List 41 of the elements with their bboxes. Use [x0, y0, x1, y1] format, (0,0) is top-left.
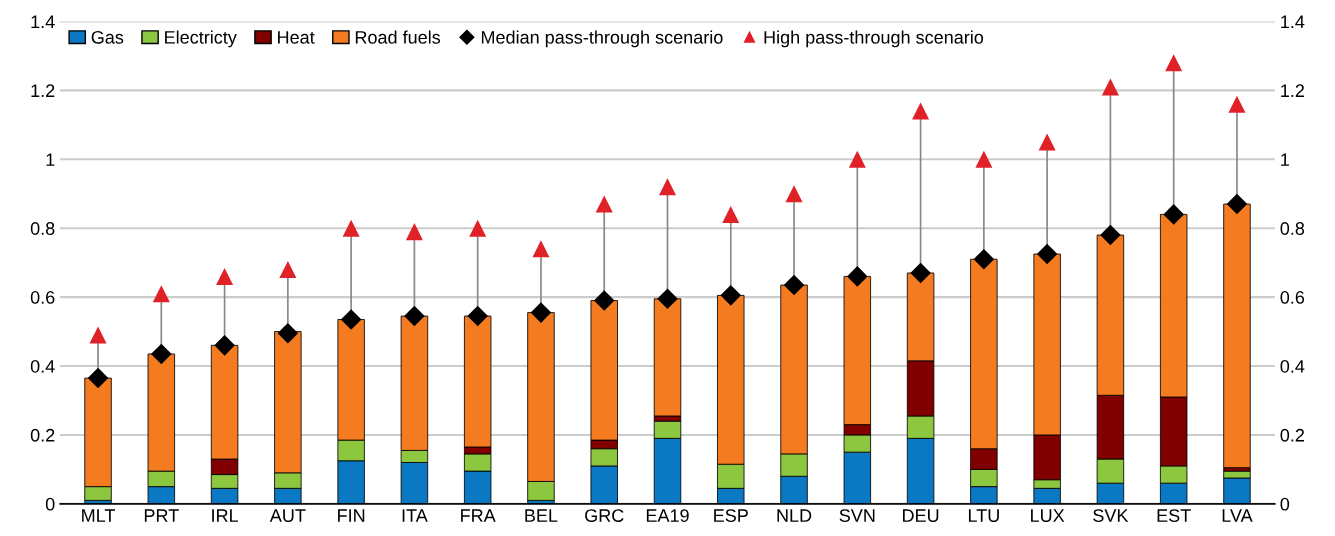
- x-tick-label: NLD: [777, 509, 812, 522]
- y-tick-label: 0.4: [30, 359, 55, 373]
- x-tick-label: EA19: [646, 509, 689, 522]
- legend-label: Median pass-through scenario: [481, 30, 723, 48]
- y-tick-label: 1.2: [31, 84, 55, 97]
- y2-tick-label: 1: [1281, 153, 1289, 166]
- x-tick-label: MLT: [82, 509, 116, 522]
- x-tick-label: SVK: [1093, 509, 1129, 522]
- x-tick-label: PRT: [144, 509, 179, 522]
- legend-label: Electricty: [165, 30, 237, 48]
- x-tick-label: GRC: [585, 509, 624, 522]
- x-tick-label: ESP: [714, 509, 748, 522]
- y-tick-label: 0.2: [30, 428, 55, 442]
- x-tick-label: FRA: [461, 509, 496, 522]
- legend-label: Road fuels: [355, 30, 441, 44]
- x-tick-label: EST: [1157, 509, 1191, 522]
- x-tick-label: FIN: [338, 509, 365, 522]
- x-tick-label: DEU: [903, 509, 939, 522]
- y2-tick-label: 1.2: [1281, 84, 1304, 97]
- x-tick-label: SVN: [839, 509, 875, 522]
- legend-label: Gas: [91, 30, 124, 44]
- y2-tick-label: 0.8: [1280, 222, 1305, 235]
- y2-tick-label: 0.4: [1280, 359, 1305, 373]
- x-tick-label: LVA: [1222, 509, 1253, 522]
- x-tick-label: ITA: [402, 509, 428, 522]
- x-tick-label: LTU: [968, 509, 999, 522]
- y-tick-label: 1: [46, 153, 55, 166]
- y-tick-label: 0: [45, 497, 55, 511]
- y-tick-label: 0.6: [30, 291, 55, 304]
- y2-tick-label: 0: [1280, 497, 1290, 511]
- y-tick-label: 0.8: [30, 222, 55, 235]
- x-tick-label: AUT: [269, 509, 306, 522]
- x-tick-label: BEL: [525, 509, 558, 522]
- x-tick-label: IRL: [212, 509, 239, 522]
- y-tick-label: 1.4: [31, 15, 55, 28]
- legend-label: High pass-through scenario: [764, 30, 984, 48]
- x-tick-label: LUX: [1031, 509, 1065, 522]
- y2-tick-label: 0.6: [1280, 291, 1305, 304]
- y2-tick-label: 1.4: [1281, 15, 1305, 28]
- legend-label: Heat: [278, 31, 315, 44]
- y2-tick-label: 0.2: [1280, 428, 1304, 442]
